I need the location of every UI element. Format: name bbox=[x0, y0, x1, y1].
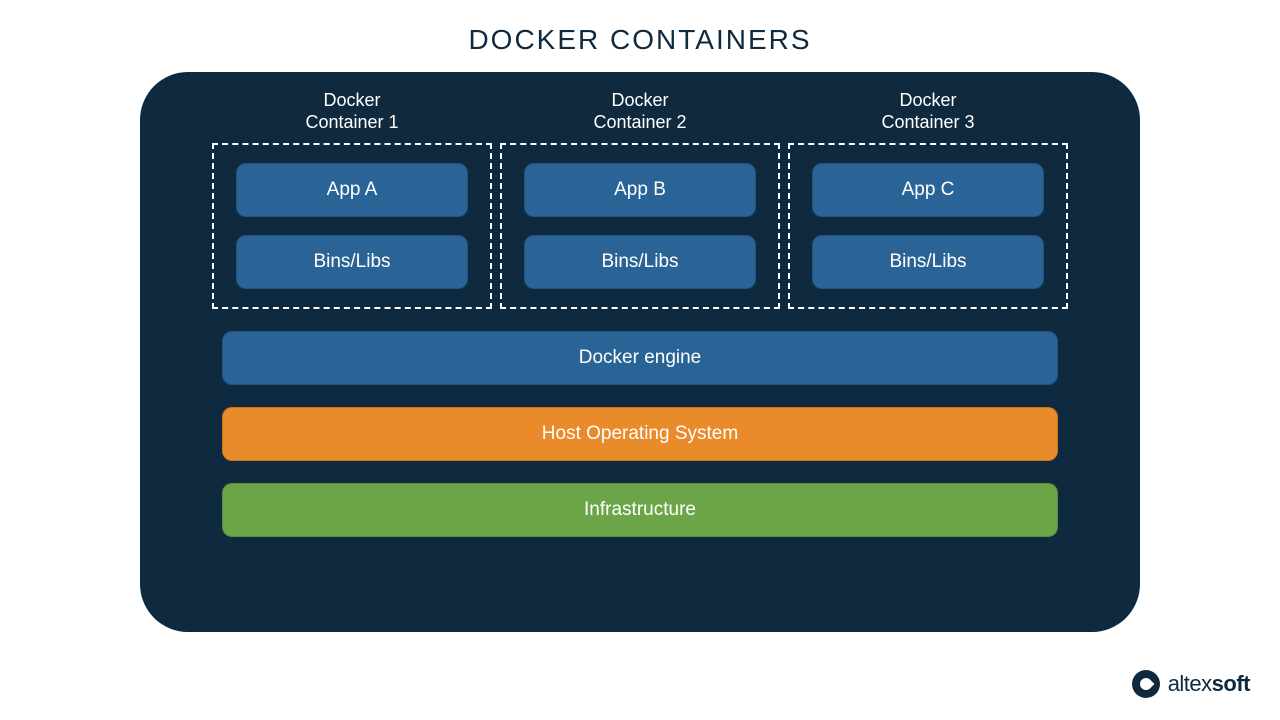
container-dashed-box: App C Bins/Libs bbox=[788, 143, 1068, 309]
libs-box: Bins/Libs bbox=[524, 235, 756, 289]
brand-logo-icon bbox=[1132, 670, 1160, 698]
docker-engine-layer: Docker engine bbox=[222, 331, 1058, 385]
container-label: Docker Container 1 bbox=[305, 90, 398, 133]
container-dashed-box: App B Bins/Libs bbox=[500, 143, 780, 309]
container-label: Docker Container 3 bbox=[881, 90, 974, 133]
infrastructure-layer: Infrastructure bbox=[222, 483, 1058, 537]
host-os-layer: Host Operating System bbox=[222, 407, 1058, 461]
libs-box: Bins/Libs bbox=[236, 235, 468, 289]
brand-logo: altexsoft bbox=[1132, 670, 1250, 698]
libs-box: Bins/Libs bbox=[812, 235, 1044, 289]
container-label: Docker Container 2 bbox=[593, 90, 686, 133]
app-box: App C bbox=[812, 163, 1044, 217]
app-box: App B bbox=[524, 163, 756, 217]
container-column-3: Docker Container 3 App C Bins/Libs bbox=[788, 90, 1068, 309]
containers-row: Docker Container 1 App A Bins/Libs Docke… bbox=[200, 90, 1080, 309]
app-box: App A bbox=[236, 163, 468, 217]
diagram-title: DOCKER CONTAINERS bbox=[468, 24, 811, 56]
container-column-1: Docker Container 1 App A Bins/Libs bbox=[212, 90, 492, 309]
container-dashed-box: App A Bins/Libs bbox=[212, 143, 492, 309]
main-panel: Docker Container 1 App A Bins/Libs Docke… bbox=[140, 72, 1140, 632]
brand-logo-text: altexsoft bbox=[1168, 671, 1250, 697]
container-column-2: Docker Container 2 App B Bins/Libs bbox=[500, 90, 780, 309]
